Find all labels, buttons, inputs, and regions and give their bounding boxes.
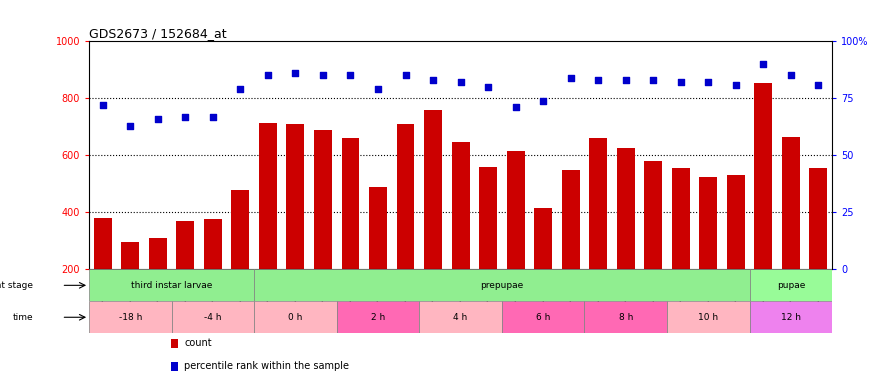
Bar — [397, 124, 415, 269]
Point — [674, 79, 688, 85]
Point — [95, 102, 109, 108]
Bar — [589, 138, 607, 269]
Point — [756, 61, 771, 67]
Bar — [231, 189, 249, 269]
Bar — [749, 301, 832, 333]
Text: -4 h: -4 h — [204, 313, 222, 322]
Point — [371, 86, 385, 92]
Bar — [809, 168, 828, 269]
Bar — [585, 301, 667, 333]
Point — [288, 70, 303, 76]
Bar — [336, 301, 419, 333]
Bar — [451, 142, 470, 269]
Bar — [727, 175, 745, 269]
Bar — [171, 362, 178, 371]
Point — [316, 72, 330, 78]
Bar — [259, 123, 277, 269]
Point — [563, 75, 578, 81]
Point — [399, 72, 413, 78]
Bar — [425, 110, 442, 269]
Bar — [502, 301, 585, 333]
Bar — [204, 219, 222, 269]
Bar — [149, 238, 166, 269]
Point — [646, 77, 660, 83]
Text: 0 h: 0 h — [288, 313, 303, 322]
Text: GDS2673 / 152684_at: GDS2673 / 152684_at — [89, 27, 227, 40]
Bar — [479, 167, 497, 269]
Point — [812, 82, 826, 88]
Text: time: time — [12, 313, 33, 322]
Bar — [93, 218, 112, 269]
Bar — [672, 168, 690, 269]
Point — [454, 79, 468, 85]
Text: 2 h: 2 h — [371, 313, 385, 322]
Bar — [255, 301, 336, 333]
Point — [508, 104, 522, 110]
Point — [123, 123, 137, 129]
Point — [426, 77, 441, 83]
Point — [150, 116, 165, 122]
Text: 6 h: 6 h — [536, 313, 550, 322]
Bar — [342, 138, 360, 269]
Text: pupae: pupae — [777, 281, 805, 290]
Bar — [617, 148, 635, 269]
Bar — [506, 151, 524, 269]
Text: prepupae: prepupae — [481, 281, 523, 290]
Point — [178, 114, 192, 120]
Point — [784, 72, 798, 78]
Point — [591, 77, 605, 83]
Bar — [534, 208, 552, 269]
Text: 8 h: 8 h — [619, 313, 633, 322]
Bar — [89, 301, 172, 333]
Point — [206, 114, 220, 120]
Bar — [369, 187, 387, 269]
Text: count: count — [184, 338, 212, 348]
Point — [536, 98, 550, 104]
Point — [261, 72, 275, 78]
Point — [701, 79, 716, 85]
Bar — [172, 301, 255, 333]
Text: third instar larvae: third instar larvae — [131, 281, 212, 290]
Bar — [782, 137, 800, 269]
Point — [481, 84, 495, 90]
Bar — [255, 269, 749, 301]
Text: -18 h: -18 h — [118, 313, 142, 322]
Text: 12 h: 12 h — [781, 313, 801, 322]
Bar — [562, 170, 579, 269]
Point — [233, 86, 247, 92]
Text: 10 h: 10 h — [699, 313, 718, 322]
Point — [344, 72, 358, 78]
Bar — [667, 301, 749, 333]
Bar — [749, 269, 832, 301]
Bar — [314, 130, 332, 269]
Point — [619, 77, 633, 83]
Bar — [121, 242, 139, 269]
Text: percentile rank within the sample: percentile rank within the sample — [184, 360, 349, 370]
Point — [729, 82, 743, 88]
Bar — [700, 177, 717, 269]
Text: 4 h: 4 h — [453, 313, 468, 322]
Bar — [89, 269, 255, 301]
Bar — [755, 82, 773, 269]
Bar — [287, 124, 304, 269]
Bar — [171, 339, 178, 348]
Bar — [176, 221, 194, 269]
Bar — [644, 161, 662, 269]
Bar — [419, 301, 502, 333]
Text: development stage: development stage — [0, 281, 33, 290]
